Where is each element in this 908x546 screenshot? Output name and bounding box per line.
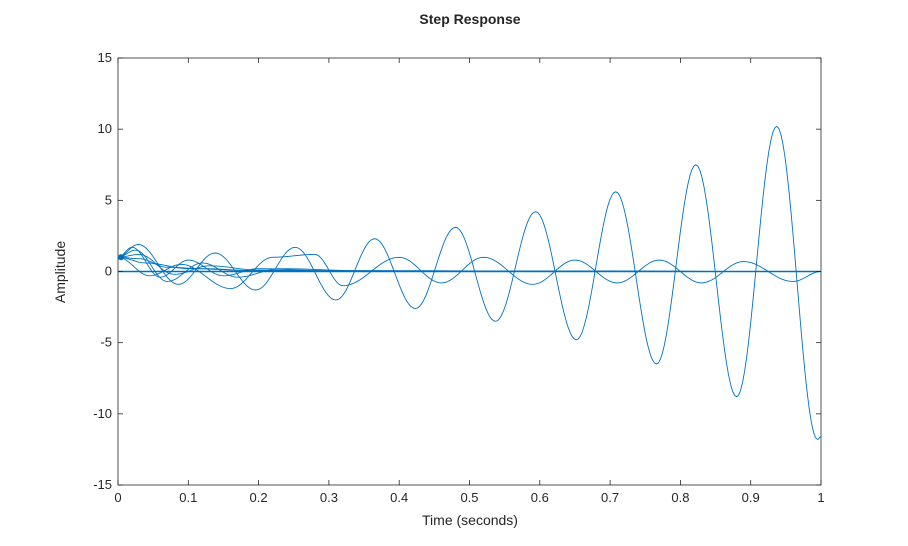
x-tick-label: 0.5 xyxy=(460,490,478,505)
initial-value-marker xyxy=(118,254,124,261)
y-tick-label: -15 xyxy=(93,477,112,492)
y-axis-label: Amplitude xyxy=(52,241,68,303)
response-series-7 xyxy=(118,256,821,272)
x-tick-label: 0.1 xyxy=(179,490,197,505)
y-axis: 15 10 5 0 -5 -10 -15 xyxy=(93,50,821,492)
x-tick-label: 0.8 xyxy=(671,490,689,505)
response-series-1 xyxy=(118,125,821,440)
chart-title: Step Response xyxy=(419,11,520,27)
response-series-2 xyxy=(118,253,821,290)
x-tick-label: 0.9 xyxy=(742,490,760,505)
x-axis-label: Time (seconds) xyxy=(422,512,518,528)
x-tick-label: 0.3 xyxy=(320,490,338,505)
y-tick-label: 15 xyxy=(98,50,112,65)
y-tick-label: -10 xyxy=(93,406,112,421)
x-tick-label: 0 xyxy=(114,490,121,505)
x-tick-label: 0.7 xyxy=(601,490,619,505)
x-tick-label: 0.2 xyxy=(250,490,268,505)
x-tick-label: 0.6 xyxy=(531,490,549,505)
response-curves xyxy=(118,125,821,440)
y-tick-label: 0 xyxy=(105,264,112,279)
y-tick-label: 10 xyxy=(98,121,112,136)
x-tick-label: 1 xyxy=(817,490,824,505)
x-tick-label: 0.4 xyxy=(390,490,408,505)
y-tick-label: 5 xyxy=(105,192,112,207)
y-tick-label: -5 xyxy=(100,335,112,350)
x-axis: 0 0.1 0.2 0.3 0.4 0.5 0.6 0.7 0.8 0.9 1 xyxy=(114,58,825,505)
